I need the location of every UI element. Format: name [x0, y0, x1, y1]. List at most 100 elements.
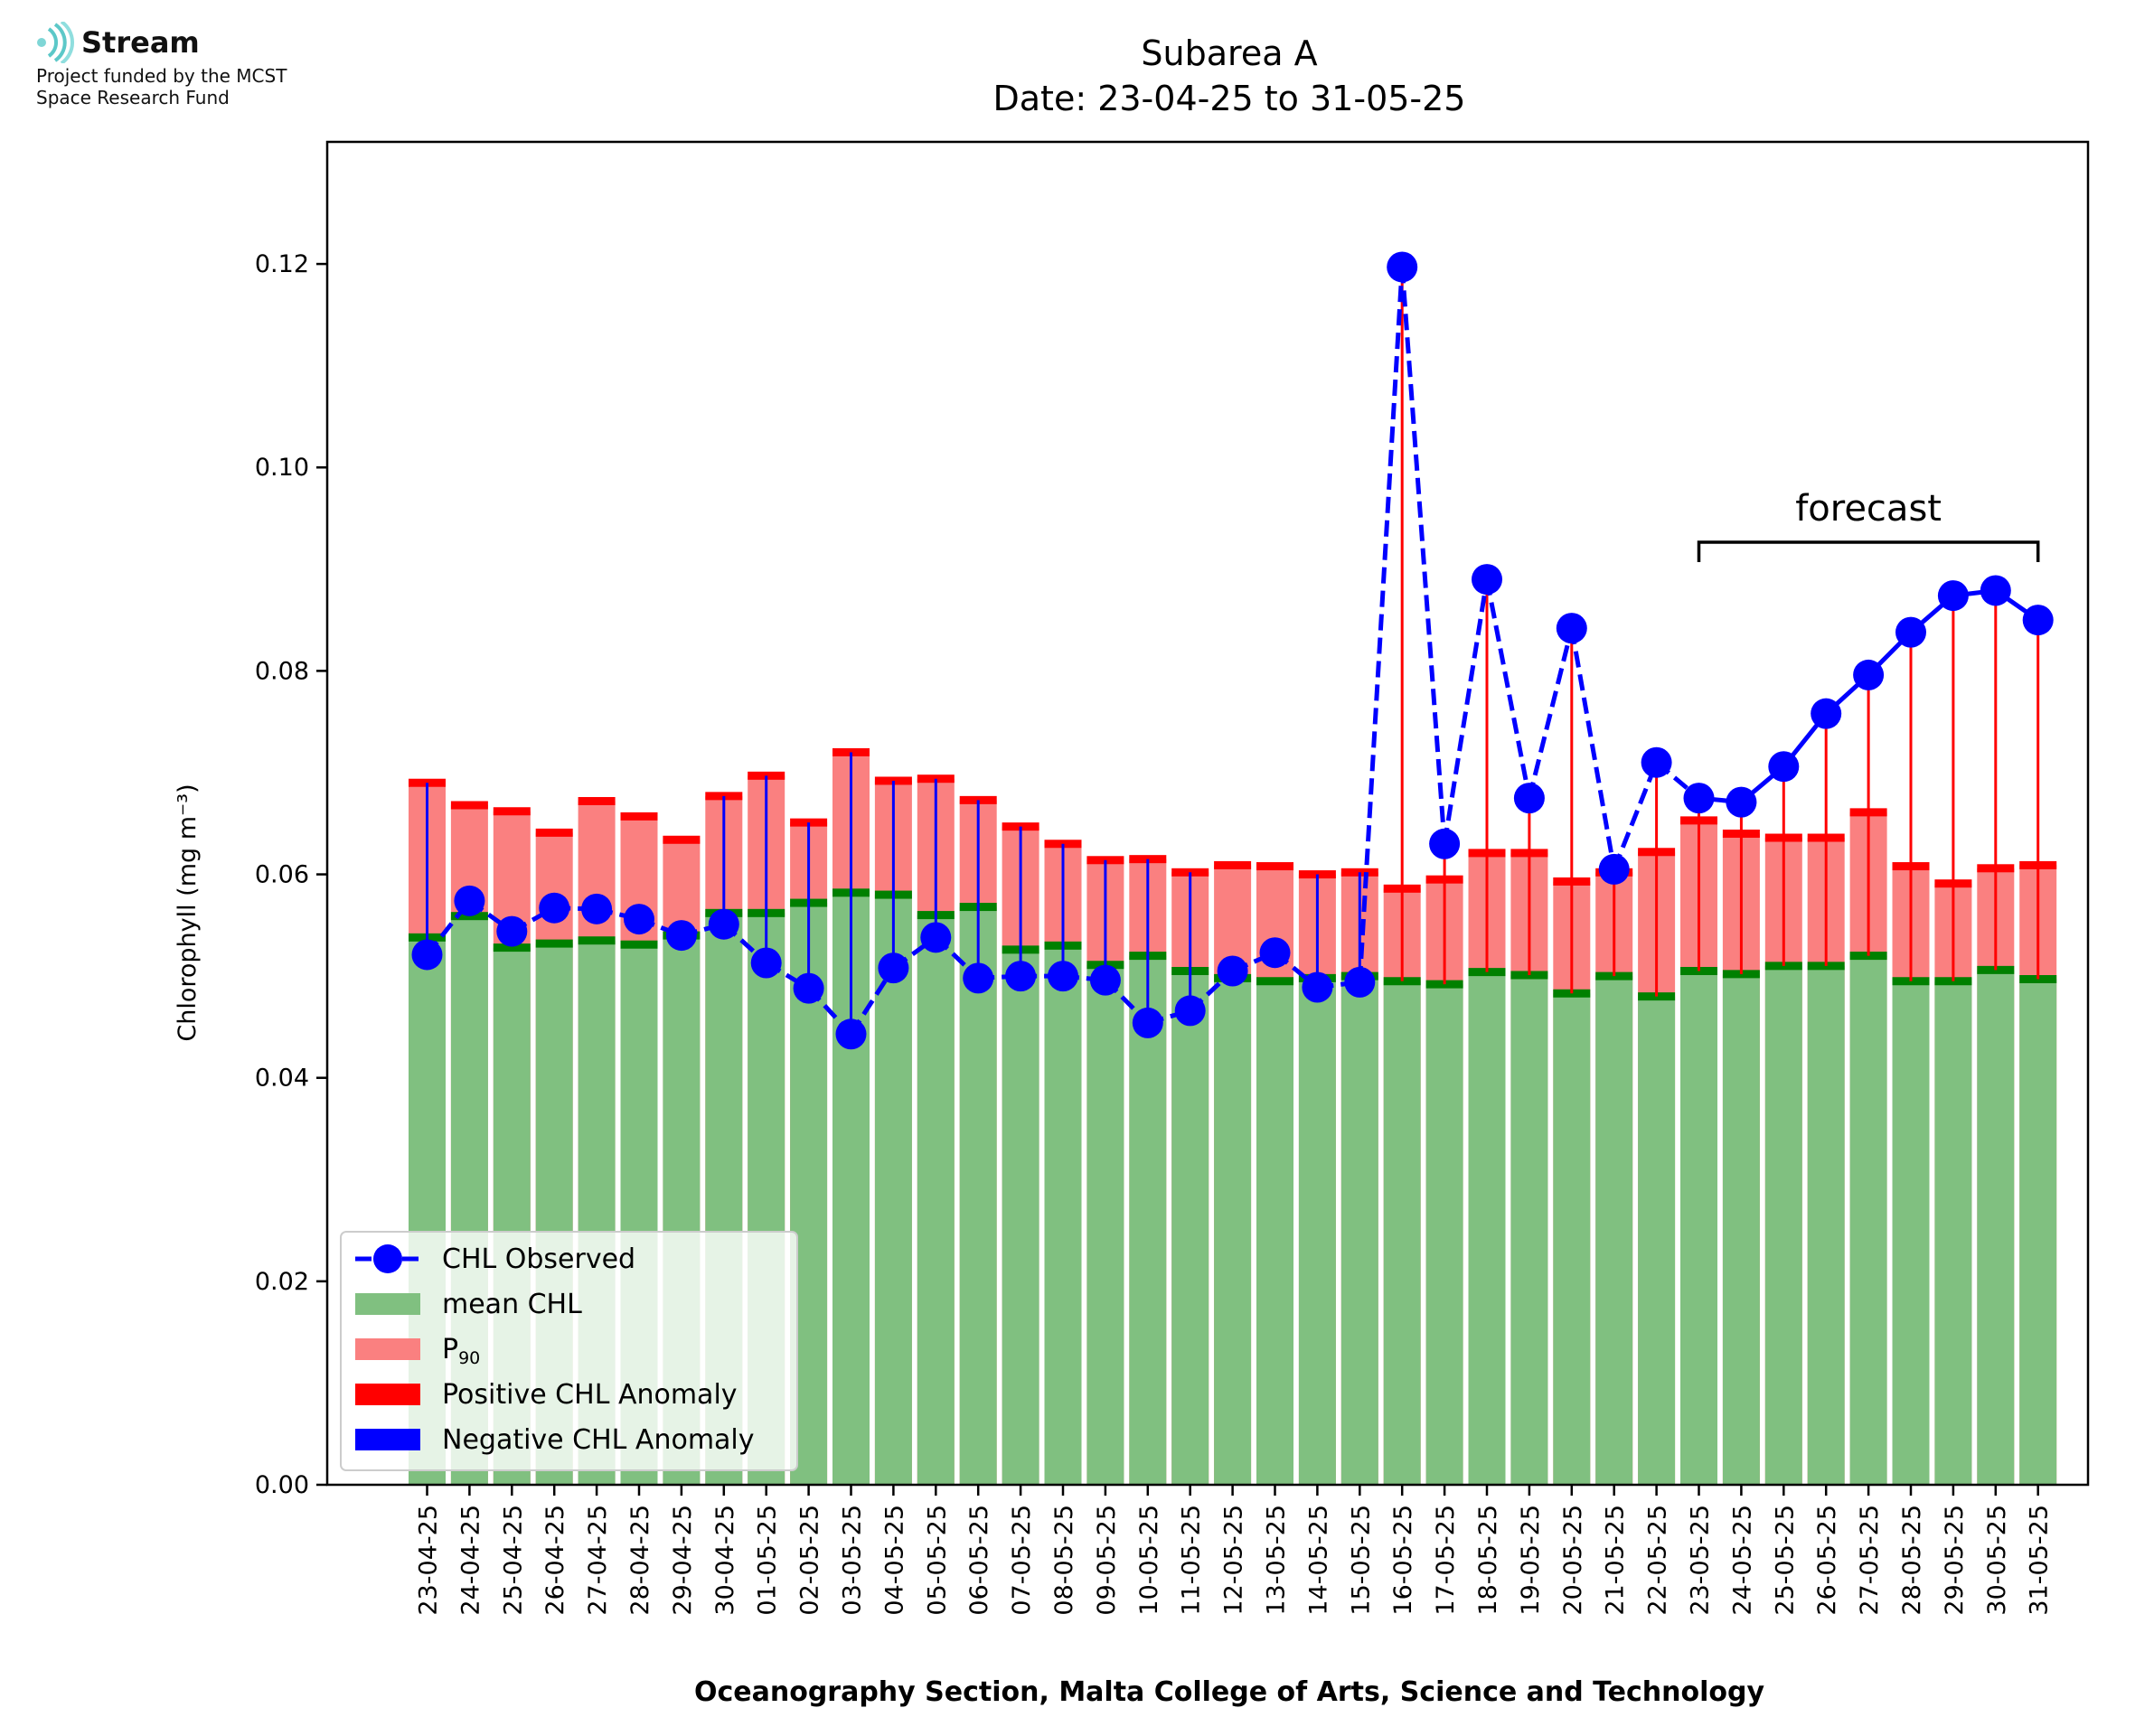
observed-point [1302, 971, 1333, 1003]
logo-subtitle: Project funded by the MCST Space Researc… [36, 65, 287, 108]
mean-chl-bar [1764, 965, 1802, 1485]
x-tick-label: 19-05-25 [1517, 1505, 1545, 1616]
x-tick-label: 25-04-25 [499, 1505, 527, 1616]
legend-mean-swatch [355, 1293, 420, 1315]
legend-observed-marker [373, 1244, 402, 1273]
mean-chl-bar [2019, 979, 2057, 1485]
x-tick-label: 01-05-25 [754, 1505, 782, 1616]
p90-marker [535, 828, 573, 837]
x-tick-label: 09-05-25 [1093, 1505, 1121, 1616]
mean-chl-bar [1722, 973, 1760, 1485]
x-tick-label: 27-04-25 [584, 1505, 612, 1616]
x-tick-label: 10-05-25 [1135, 1505, 1163, 1616]
stream-wave-icon [37, 22, 74, 63]
y-axis-label: Chlorophyll (mg m⁻³) [174, 784, 202, 1041]
y-tick-label: 0.00 [255, 1471, 309, 1499]
mean-chl-bar [1086, 964, 1124, 1485]
mean-chl-bar [1849, 955, 1887, 1485]
mean-chl-marker [620, 940, 658, 949]
observed-point [1811, 698, 1842, 729]
mean-chl-marker [1256, 977, 1293, 986]
x-tick-label: 29-04-25 [669, 1505, 697, 1616]
x-tick-label: 31-05-25 [2026, 1505, 2054, 1616]
observed-point [1895, 616, 1926, 648]
observed-point [1513, 783, 1545, 814]
observed-line-segment [1527, 627, 1575, 799]
mean-chl-bar [1510, 974, 1548, 1485]
mean-chl-bar [959, 906, 997, 1485]
legend-label: Positive CHL Anomaly [442, 1379, 738, 1411]
y-tick-label: 0.12 [255, 250, 309, 278]
x-tick-label: 25-05-25 [1771, 1505, 1799, 1616]
legend-positive-swatch [355, 1384, 420, 1405]
y-tick-label: 0.02 [255, 1268, 309, 1296]
x-tick-label: 26-04-25 [541, 1505, 569, 1616]
legend-p90-subscript: 90 [458, 1348, 480, 1368]
observed-point [1048, 961, 1078, 992]
observed-point [1472, 564, 1502, 596]
observed-point [920, 922, 952, 953]
observed-point [2022, 605, 2054, 636]
mean-chl-marker [493, 943, 531, 952]
mean-chl-bar [1680, 971, 1717, 1485]
chart-title: Subarea A [1141, 33, 1317, 73]
observed-point [1387, 251, 1418, 283]
mean-chl-bar [1934, 981, 1972, 1485]
mean-chl-bar [1002, 949, 1039, 1485]
observed-line-segment [1569, 627, 1617, 870]
x-tick-label: 07-05-25 [1008, 1505, 1036, 1616]
mean-chl-bar [1425, 984, 1463, 1485]
y-tick-label: 0.10 [255, 454, 309, 482]
observed-point [496, 915, 528, 947]
observed-points-layer [411, 251, 2054, 1050]
x-tick-label: 04-05-25 [880, 1505, 908, 1616]
observed-point [1089, 964, 1121, 996]
observed-point [411, 939, 443, 971]
observed-point [1217, 955, 1248, 987]
observed-point [1853, 659, 1885, 690]
x-tick-label: 28-05-25 [1898, 1505, 1926, 1616]
y-tick-label: 0.08 [255, 657, 309, 685]
x-tick-label: 21-05-25 [1602, 1505, 1630, 1616]
mean-chl-bar [1977, 970, 2015, 1485]
p90-marker [1256, 862, 1293, 871]
observed-point [1937, 580, 1969, 612]
observed-point [1556, 613, 1587, 644]
observed-point [1641, 746, 1672, 778]
forecast-bracket [1697, 540, 2040, 562]
x-tick-label: 03-05-25 [839, 1505, 867, 1616]
observed-point [1174, 995, 1206, 1027]
plot-frame [325, 140, 2090, 1487]
mean-chl-bar [1383, 981, 1421, 1485]
x-tick-label: 17-05-25 [1432, 1505, 1460, 1616]
legend-label: CHL Observed [442, 1243, 635, 1275]
p90-marker [663, 835, 701, 844]
x-tick-label: 08-05-25 [1050, 1505, 1078, 1616]
observed-point [1005, 961, 1037, 992]
mean-chl-bar [1340, 976, 1378, 1485]
forecast-label: forecast [1795, 488, 1942, 530]
observed-point [1344, 966, 1376, 998]
observed-line-segment [1357, 267, 1405, 983]
x-tick-label: 12-05-25 [1220, 1505, 1248, 1616]
chart-subtitle: Date: 23-04-25 to 31-05-25 [993, 79, 1466, 118]
legend-negative-swatch [355, 1429, 420, 1450]
x-tick-label: 06-05-25 [965, 1505, 993, 1616]
mean-chl-bar [1044, 945, 1082, 1485]
observed-point [581, 893, 613, 924]
legend-p90-swatch [355, 1338, 420, 1360]
legend-label: mean CHL [442, 1289, 582, 1320]
x-tick-label: 24-04-25 [456, 1505, 484, 1616]
x-tick-label: 27-05-25 [1856, 1505, 1884, 1616]
p90-marker [450, 801, 488, 810]
mean-chl-bar [1214, 978, 1252, 1485]
mean-chl-bar [1553, 993, 1591, 1485]
anomaly-stems-layer [426, 267, 2040, 1035]
x-tick-label: 14-05-25 [1304, 1505, 1332, 1616]
observed-point [1429, 828, 1461, 859]
x-tick-label: 30-05-25 [1983, 1505, 2011, 1616]
x-tick-label: 05-05-25 [923, 1505, 951, 1616]
mean-chl-bar [1638, 996, 1676, 1485]
observed-point [665, 920, 697, 952]
